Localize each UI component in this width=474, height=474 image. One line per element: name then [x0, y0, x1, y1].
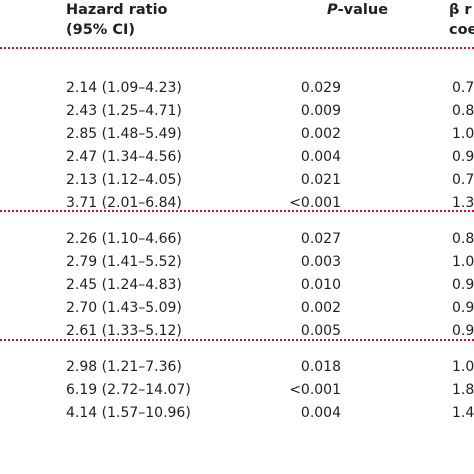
beta-cell: 1.82: [452, 382, 474, 398]
beta-cell: 1.09: [452, 359, 474, 375]
p-value-cell: 0.004: [300, 149, 341, 165]
table-row: 6.19 (2.72–14.07) <0.001 1.82: [0, 379, 474, 402]
table-row: 2.47 (1.34–4.56) 0.004 0.91: [0, 146, 474, 169]
hazard-ratio-cell: 2.61 (1.33–5.12): [66, 323, 182, 339]
p-value-cell: 0.004: [300, 405, 341, 421]
beta-cell: 0.91: [452, 149, 474, 165]
beta-cell: 1.42: [452, 405, 474, 421]
table-row: 2.98 (1.21–7.36) 0.018 1.09: [0, 356, 474, 379]
group-divider: [0, 210, 474, 212]
table-row: 2.70 (1.43–5.09) 0.002 0.99: [0, 297, 474, 320]
p-value-header: P-value: [327, 0, 388, 20]
beta-cell: 0.96: [452, 323, 474, 339]
hazard-ratio-cell: 2.79 (1.41–5.52): [66, 254, 182, 270]
hazard-ratio-cell: 6.19 (2.72–14.07): [66, 382, 191, 398]
p-value-header-rest: -value: [337, 2, 389, 18]
p-value-cell: <0.001: [289, 382, 341, 398]
beta-cell: 1.31: [452, 195, 474, 211]
beta-cell: 0.76: [452, 80, 474, 96]
table-row: 2.79 (1.41–5.52) 0.003 1.03: [0, 251, 474, 274]
p-value-cell: 0.010: [300, 277, 341, 293]
p-value-cell: <0.001: [289, 195, 341, 211]
table-row: 2.13 (1.12–4.05) 0.021 0.76: [0, 169, 474, 192]
beta-cell: 0.90: [452, 277, 474, 293]
table-row: 2.43 (1.25–4.71) 0.009 0.89: [0, 100, 474, 123]
p-value-cell: 0.027: [300, 231, 341, 247]
beta-cell: 0.99: [452, 300, 474, 316]
table-row: 2.14 (1.09–4.23) 0.029 0.76: [0, 77, 474, 100]
table-row: 2.61 (1.33–5.12) 0.005 0.96: [0, 320, 474, 343]
beta-header-line2: coe: [449, 22, 474, 38]
hazard-ratio-cell: 2.85 (1.48–5.49): [66, 126, 182, 142]
p-value-cell: 0.003: [300, 254, 341, 270]
hazard-ratio-cell: 2.13 (1.12–4.05): [66, 172, 182, 188]
p-value-cell: 0.018: [300, 359, 341, 375]
beta-cell: 0.82: [452, 231, 474, 247]
beta-cell: 1.05: [452, 126, 474, 142]
p-value-cell: 0.021: [300, 172, 341, 188]
hazard-ratio-cell: 2.43 (1.25–4.71): [66, 103, 182, 119]
table-row: 3.71 (2.01–6.84) <0.001 1.31: [0, 192, 474, 215]
p-value-cell: 0.029: [300, 80, 341, 96]
hazard-ratio-header-line2: (95% CI): [66, 22, 136, 38]
hazard-ratio-cell: 2.26 (1.10–4.66): [66, 231, 182, 247]
p-value-header-italic: P: [327, 2, 338, 18]
hazard-ratio-header-line1: Hazard ratio: [66, 2, 168, 18]
hazard-ratio-cell: 2.98 (1.21–7.36): [66, 359, 182, 375]
p-value-cell: 0.005: [300, 323, 341, 339]
beta-header: β r coe: [449, 0, 474, 40]
beta-cell: 1.03: [452, 254, 474, 270]
hazard-ratio-cell: 4.14 (1.57–10.96): [66, 405, 191, 421]
hazard-ratio-cell: 2.47 (1.34–4.56): [66, 149, 182, 165]
hazard-ratio-cell: 2.70 (1.43–5.09): [66, 300, 182, 316]
hazard-ratio-cell: 3.71 (2.01–6.84): [66, 195, 182, 211]
table-row: 4.14 (1.57–10.96) 0.004 1.42: [0, 402, 474, 425]
p-value-cell: 0.002: [300, 300, 341, 316]
table-row: 2.85 (1.48–5.49) 0.002 1.05: [0, 123, 474, 146]
header-divider: [0, 47, 474, 49]
beta-cell: 0.89: [452, 103, 474, 119]
hazard-ratio-header: Hazard ratio (95% CI): [66, 0, 168, 40]
hazard-ratio-cell: 2.45 (1.24–4.83): [66, 277, 182, 293]
p-value-cell: 0.009: [300, 103, 341, 119]
beta-cell: 0.76: [452, 172, 474, 188]
p-value-cell: 0.002: [300, 126, 341, 142]
beta-header-line1: β r: [449, 2, 472, 18]
table-row: 2.45 (1.24–4.83) 0.010 0.90: [0, 274, 474, 297]
hazard-ratio-cell: 2.14 (1.09–4.23): [66, 80, 182, 96]
group-divider: [0, 339, 474, 341]
table-row: 2.26 (1.10–4.66) 0.027 0.82: [0, 228, 474, 251]
